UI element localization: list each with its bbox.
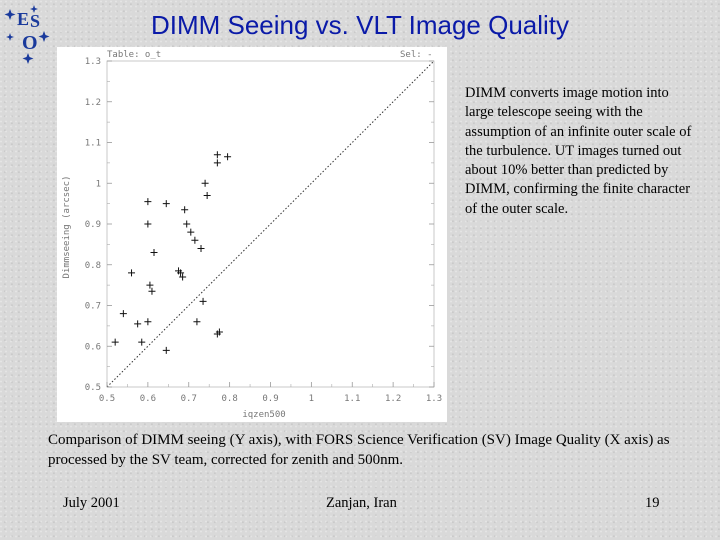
data-point [213,159,221,167]
data-point [134,320,142,328]
x-tick-label: 0.9 [262,394,278,404]
x-tick-label: 0.7 [181,394,197,404]
y-tick-label: 0.8 [85,261,101,271]
data-point [148,287,156,295]
data-point [177,269,185,277]
reference-line [106,60,435,388]
data-point [138,338,146,346]
x-tick-label: 1 [309,394,314,404]
chart-table-label: Table: o_t [107,50,161,60]
data-point [128,269,136,277]
data-point [183,220,191,228]
data-point [187,228,195,236]
data-point [162,346,170,354]
scatter-chart: 0.5 0.6 0.7 0.8 0.9 1 1.1 1.2 1.3 0.5 0.6 0.7 0.8 0.9… [57,47,447,422]
chart-axes [106,60,435,388]
x-tick-label: 0.5 [99,394,115,404]
footer-location: Zanjan, Iran [326,495,397,511]
x-tick-label: 0.8 [221,394,237,404]
x-tick-label: 1.3 [426,394,442,404]
x-tick-label: 1.2 [385,394,401,404]
eso-logo-letter-s: S [30,11,40,31]
footer-page-number: 19 [645,495,660,511]
data-point [191,236,199,244]
x-axis-label: iqzen500 [242,410,285,420]
data-point [144,198,152,206]
data-point [215,328,223,336]
slide-title: DIMM Seeing vs. VLT Image Quality [150,10,570,40]
y-tick-label: 0.9 [85,220,101,230]
data-point [201,179,209,187]
footer-date: July 2001 [63,495,120,511]
data-point [179,273,187,281]
data-point [193,318,201,326]
eso-logo-letter-o: O [22,32,38,54]
x-tick-label: 0.6 [140,394,156,404]
eso-logo-letter-e: E [17,9,29,29]
data-point [197,244,205,252]
data-point [144,220,152,228]
data-point [111,338,119,346]
x-tick-label: 1.1 [344,394,360,404]
data-point [199,297,207,305]
chart-points [111,151,232,354]
chart-ticks: 0.5 0.6 0.7 0.8 0.9 1 1.1 1.2 1.3 0.5 0.6 0.7 0.8 0.9… [85,57,442,404]
data-point [162,200,170,208]
data-point [150,249,158,257]
data-point [144,318,152,326]
y-tick-label: 1 [96,179,101,189]
data-point [213,151,221,159]
y-tick-label: 1.3 [85,57,101,67]
y-tick-label: 1.2 [85,98,101,108]
data-point [181,206,189,214]
chart-selection-label: Sel: - [400,50,433,60]
data-point [146,281,154,289]
explanation-text: DIMM converts image motion into large te… [465,85,692,217]
data-point [119,310,127,318]
eso-logo-icon: E S O [4,5,50,64]
y-tick-label: 0.5 [85,383,101,393]
data-point [203,191,211,199]
chart-svg: 0.5 0.6 0.7 0.8 0.9 1 1.1 1.2 1.3 0.5 0.6 0.7 0.8 0.9… [62,50,442,420]
figure-caption: Comparison of DIMM seeing (Y axis), with… [48,432,670,468]
data-point [224,153,232,161]
y-tick-label: 1.1 [85,139,101,149]
y-tick-label: 0.6 [85,342,101,352]
y-axis-label: Dimmseeing (arcsec) [62,176,72,279]
y-tick-label: 0.7 [85,302,101,312]
